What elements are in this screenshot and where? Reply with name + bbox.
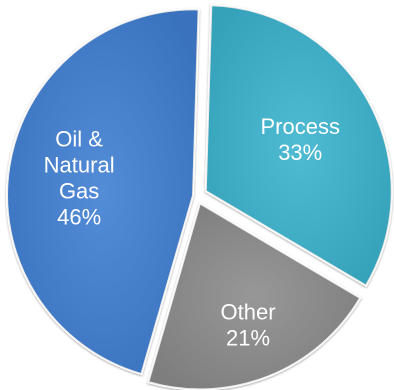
- pie-label-process: Process 33%: [260, 114, 339, 165]
- pie-labels: Process 33% Other 21% Oil & Natural Gas 46%: [44, 114, 340, 350]
- pie-label-text: Other: [221, 299, 276, 324]
- pie-label-value: 33%: [278, 140, 322, 165]
- pie-label-text: Process: [260, 114, 339, 139]
- pie-label-text: Oil &: [55, 127, 103, 152]
- pie-label-value: 46%: [57, 205, 101, 230]
- pie-label-text: Natural: [44, 153, 115, 178]
- pie-label-other: Other 21%: [221, 299, 276, 350]
- pie-label-oil-and-natural-gas: Oil & Natural Gas 46%: [44, 127, 115, 230]
- pie-label-value: 21%: [226, 325, 270, 350]
- pie-label-text: Gas: [59, 179, 99, 204]
